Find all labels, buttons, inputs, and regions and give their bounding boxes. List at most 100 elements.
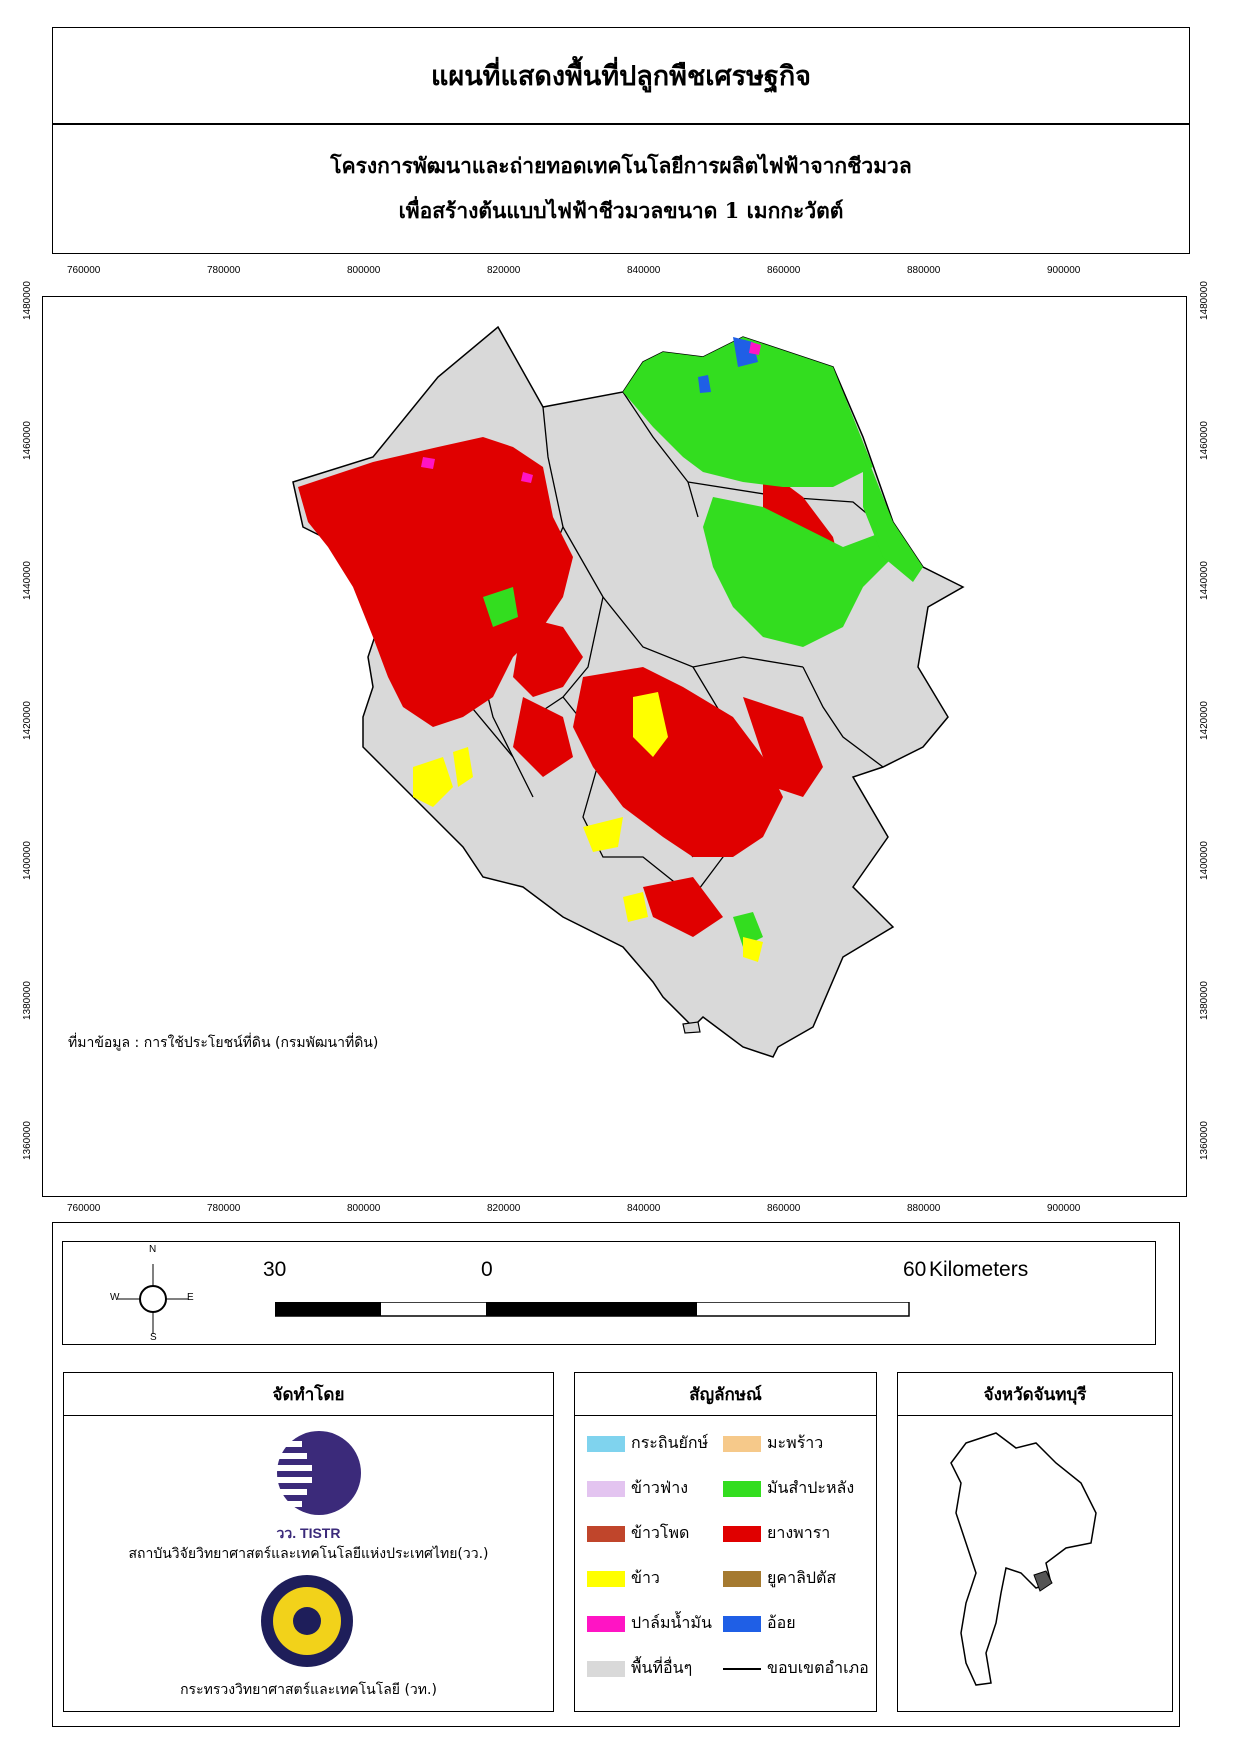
land-use-map[interactable]	[43, 297, 1185, 1195]
y-tick-right: 1440000	[1199, 561, 1210, 600]
x-tick-top: 880000	[907, 265, 941, 276]
ministry-seal	[261, 1575, 353, 1667]
subtitle-line-2: เพื่อสร้างต้นแบบไฟฟ้าชีวมวลขนาด 1 เมกกะว…	[398, 198, 844, 223]
data-source-note: ที่มาข้อมูล : การใช้ประโยชน์ที่ดิน (กรมพ…	[68, 1035, 379, 1051]
legend-swatch	[723, 1570, 761, 1587]
legend-label: ข้าวฟ่าง	[631, 1478, 689, 1497]
legend-swatch	[723, 1667, 761, 1670]
y-tick-left: 1440000	[22, 561, 33, 600]
scale-label-right: 60	[903, 1258, 927, 1281]
legend-item: ยูคาลิปตัส	[723, 1566, 836, 1591]
title-panel: แผนที่แสดงพื้นที่ปลูกพืชเศรษฐกิจ	[52, 27, 1190, 124]
legend-label: กระถินยักษ์	[631, 1433, 709, 1452]
scale-label-left: 30	[263, 1258, 287, 1281]
map-frame[interactable]: ที่มาข้อมูล : การใช้ประโยชน์ที่ดิน (กรมพ…	[42, 296, 1187, 1197]
legend-item: ข้าวฟ่าง	[587, 1476, 688, 1501]
y-tick-right: 1420000	[1199, 701, 1210, 740]
x-tick-bottom: 760000	[67, 1203, 101, 1214]
y-tick-left: 1360000	[22, 1121, 33, 1160]
x-tick-top: 860000	[767, 265, 801, 276]
legend-swatch	[587, 1435, 625, 1452]
x-tick-bottom: 800000	[347, 1203, 381, 1214]
y-tick-right: 1480000	[1199, 281, 1210, 320]
map-title: แผนที่แสดงพื้นที่ปลูกพืชเศรษฐกิจ	[430, 61, 812, 92]
legend-swatch	[587, 1570, 625, 1587]
x-tick-top: 780000	[207, 265, 241, 276]
legend-swatch	[587, 1525, 625, 1542]
x-tick-bottom: 860000	[767, 1203, 801, 1214]
subtitle-panel: โครงการพัฒนาและถ่ายทอดเทคโนโลยีการผลิตไฟ…	[52, 124, 1190, 254]
x-tick-bottom: 780000	[207, 1203, 241, 1214]
y-tick-left: 1420000	[22, 701, 33, 740]
legend-label: พื้นที่อื่นๆ	[631, 1658, 693, 1677]
org-name-tistr: สถาบันวิจัยวิทยาศาสตร์และเทคโนโลยีแห่งปร…	[128, 1546, 489, 1562]
legend-swatch	[723, 1435, 761, 1452]
legend-swatch	[723, 1525, 761, 1542]
org-name-ministry: กระทรวงวิทยาศาสตร์และเทคโนโลยี (วท.)	[180, 1682, 437, 1698]
legend-item: ปาล์มน้ำมัน	[587, 1611, 712, 1636]
legend-label: ยูคาลิปตัส	[767, 1568, 837, 1587]
legend-label: มะพร้าว	[767, 1433, 824, 1452]
legend-item: มันสำปะหลัง	[723, 1476, 854, 1501]
organization-panel: จัดทำโดย วว. TISTR สถาบันวิจัยวิทยาศาสตร…	[63, 1372, 554, 1712]
x-tick-top: 820000	[487, 265, 521, 276]
x-tick-top: 760000	[67, 265, 101, 276]
legend-label: ข้าวโพด	[631, 1523, 690, 1542]
legend-swatch	[587, 1480, 625, 1497]
oil-palm-areas	[421, 342, 761, 483]
legend-label: อ้อย	[767, 1613, 796, 1632]
y-tick-left: 1380000	[22, 981, 33, 1020]
compass-rose-icon	[118, 1264, 188, 1334]
cassava-areas	[483, 337, 923, 947]
tistr-logo	[257, 1431, 361, 1515]
legend-swatch	[723, 1480, 761, 1497]
scale-panel: N S E W 30 0 60 Kilometers	[62, 1241, 1156, 1345]
x-tick-bottom: 840000	[627, 1203, 661, 1214]
x-tick-bottom: 880000	[907, 1203, 941, 1214]
y-tick-left: 1480000	[22, 281, 33, 320]
island	[682, 1021, 701, 1034]
x-tick-top: 840000	[627, 265, 661, 276]
legend-item: มะพร้าว	[723, 1431, 823, 1456]
x-tick-top: 800000	[347, 265, 381, 276]
chanthaburi-highlight	[1033, 1570, 1053, 1592]
y-tick-right: 1400000	[1199, 841, 1210, 880]
subtitle-line-1: โครงการพัฒนาและถ่ายทอดเทคโนโลยีการผลิตไฟ…	[330, 153, 912, 178]
y-tick-left: 1400000	[22, 841, 33, 880]
legend-label: ข้าว	[631, 1568, 660, 1587]
legend-item: ข้าวโพด	[587, 1521, 689, 1546]
organization-heading: จัดทำโดย	[64, 1373, 553, 1416]
legend-item: อ้อย	[723, 1611, 796, 1636]
scale-label-zero: 0	[481, 1258, 493, 1281]
legend-label: ยางพารา	[767, 1523, 831, 1542]
locator-panel: จังหวัดจันทบุรี	[897, 1372, 1173, 1712]
legend-swatch	[723, 1615, 761, 1632]
legend-swatch	[587, 1660, 625, 1677]
legend-item: ยางพารา	[723, 1521, 830, 1546]
compass-north: N	[149, 1244, 157, 1255]
compass-south: S	[150, 1332, 157, 1343]
rice-areas	[413, 692, 763, 962]
legend-item: กระถินยักษ์	[587, 1431, 708, 1456]
legend-item: พื้นที่อื่นๆ	[587, 1656, 692, 1681]
x-tick-bottom: 900000	[1047, 1203, 1081, 1214]
x-tick-top: 900000	[1047, 265, 1081, 276]
legend-label: ขอบเขตอำเภอ	[767, 1658, 869, 1677]
legend-item: ข้าว	[587, 1566, 660, 1591]
scale-bar	[275, 1302, 910, 1317]
tistr-logo-text: วว. TISTR	[276, 1525, 341, 1541]
y-tick-right: 1380000	[1199, 981, 1210, 1020]
legend-label: มันสำปะหลัง	[767, 1478, 855, 1497]
x-tick-bottom: 820000	[487, 1203, 521, 1214]
legend-panel: สัญลักษณ์ กระถินยักษ์ มะพร้าวข้าวฟ่าง มันส…	[574, 1372, 877, 1712]
locator-heading: จังหวัดจันทบุรี	[898, 1373, 1172, 1416]
legend-label: ปาล์มน้ำมัน	[631, 1613, 712, 1632]
legend-heading: สัญลักษณ์	[575, 1373, 876, 1416]
compass-east: E	[187, 1292, 194, 1303]
scale-unit: Kilometers	[929, 1258, 1029, 1281]
y-tick-right: 1360000	[1199, 1121, 1210, 1160]
legend-item: ขอบเขตอำเภอ	[723, 1656, 869, 1681]
y-tick-right: 1460000	[1199, 421, 1210, 460]
compass-west: W	[110, 1292, 120, 1303]
legend-swatch	[587, 1615, 625, 1632]
